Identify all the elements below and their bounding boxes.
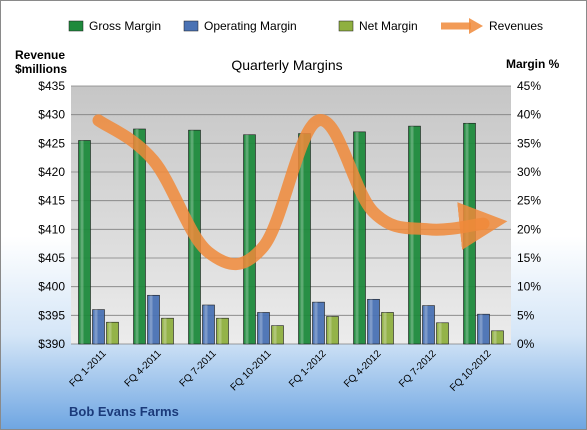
net-margin-bar-highlight — [108, 322, 112, 344]
revenues-legend-arrow — [469, 18, 483, 34]
net-margin-bar-highlight — [493, 330, 497, 344]
operating-margin-bar — [92, 309, 105, 345]
operating-margin-bar — [367, 298, 380, 345]
operating-margin-bar-highlight — [424, 305, 428, 344]
gross-margin-bar — [133, 128, 146, 345]
right-tick-label: 5% — [517, 308, 535, 322]
right-axis-title: Margin % — [506, 57, 560, 71]
net-margin-bar — [491, 330, 504, 345]
category-label: FQ 1-2012 — [287, 348, 329, 390]
revenue-line — [92, 114, 508, 271]
net-margin-bar — [106, 321, 119, 345]
net-margin-bar — [161, 317, 174, 345]
operating-margin-legend-swatch — [183, 20, 199, 32]
right-tick-label: 25% — [517, 194, 541, 208]
net-margin-legend-swatch — [338, 20, 354, 32]
gross-margin-bar-highlight — [245, 134, 249, 344]
net-margin-bar — [271, 325, 284, 345]
right-tick-label: 30% — [517, 165, 541, 179]
operating-margin-bar — [477, 313, 490, 345]
chart-legend: Gross Margin Operating Margin Net Margin Re… — [68, 18, 543, 34]
right-tick-label: 35% — [517, 136, 541, 150]
gross-margin-bar-highlight — [465, 123, 469, 345]
operating-margin-bar-highlight — [259, 312, 263, 344]
gross-margin-bar-highlight — [80, 140, 84, 344]
operating-margin-bar-highlight — [149, 295, 153, 344]
right-tick-label: 20% — [517, 222, 541, 236]
category-label: FQ 1-2011 — [68, 348, 109, 389]
legend-label: Gross Margin — [89, 19, 161, 33]
category-label: FQ 4-2012 — [342, 348, 384, 390]
left-tick-label: $400 — [38, 280, 65, 294]
gross-margin-bar — [463, 122, 476, 345]
gross-margin-bar-highlight — [135, 129, 139, 344]
category-label: FQ 4-2011 — [123, 348, 164, 389]
gross-margin-legend-swatch — [68, 20, 84, 32]
operating-margin-bar — [312, 301, 325, 345]
left-tick-label: $430 — [38, 108, 65, 122]
category-label: FQ 7-2012 — [397, 348, 439, 390]
left-tick-label: $410 — [38, 222, 65, 236]
gross-margin-bar-highlight — [300, 133, 304, 344]
net-margin-bar — [216, 317, 229, 345]
gross-margin-bar — [243, 134, 256, 345]
left-tick-label: $425 — [38, 136, 65, 150]
category-label: FQ 10-2012 — [448, 348, 494, 394]
net-margin-bar-highlight — [163, 318, 167, 344]
right-tick-label: 15% — [517, 251, 541, 265]
category-labels: FQ 1-2011 FQ 4-2011 FQ 7-2011 FQ 10-2011 FQ … — [68, 348, 494, 394]
operating-margin-bar — [147, 294, 160, 345]
left-axis-title-line-1: Revenue — [15, 48, 65, 62]
net-margin-bar — [326, 316, 339, 345]
legend-label: Operating Margin — [204, 19, 297, 33]
right-axis-ticks: 0% 5% 10% 15% 20% 25% 30% 35% 40% 45% — [517, 79, 541, 351]
gross-margin-bar-highlight — [410, 126, 414, 344]
category-label: FQ 10-2011 — [229, 348, 274, 393]
operating-margin-bar-highlight — [314, 302, 318, 344]
gross-margin-bar — [78, 140, 91, 345]
left-tick-label: $435 — [38, 79, 65, 93]
operating-margin-bar — [422, 305, 435, 345]
left-tick-label: $420 — [38, 165, 65, 179]
legend-label: Net Margin — [359, 19, 418, 33]
right-tick-label: 45% — [517, 79, 541, 93]
operating-margin-bar-highlight — [94, 309, 98, 344]
net-margin-bar-highlight — [218, 318, 222, 344]
right-tick-label: 40% — [517, 108, 541, 122]
left-tick-label: $390 — [38, 337, 65, 351]
operating-margin-bar-highlight — [204, 305, 208, 344]
net-margin-bar-highlight — [328, 316, 332, 344]
left-axis-ticks: $390 $395 $400 $405 $410 $415 $420 $425 $430 $435 — [38, 79, 65, 351]
left-tick-label: $395 — [38, 308, 65, 322]
operating-margin-bar — [202, 304, 215, 345]
company-name: Bob Evans Farms — [69, 404, 179, 419]
operating-margin-bar-highlight — [479, 314, 483, 344]
net-margin-bar-highlight — [438, 322, 442, 344]
net-margin-bar-highlight — [273, 325, 277, 344]
net-margin-bar — [436, 322, 449, 345]
left-axis-title-line-2: $millions — [15, 62, 67, 76]
revenues-line — [92, 114, 508, 271]
operating-margin-bar-highlight — [369, 299, 373, 344]
right-tick-label: 10% — [517, 280, 541, 294]
category-label: FQ 7-2011 — [178, 348, 219, 389]
chart-title: Quarterly Margins — [231, 57, 342, 73]
left-tick-label: $405 — [38, 251, 65, 265]
gross-margin-bar-highlight — [355, 131, 359, 344]
net-margin-bar-highlight — [383, 312, 387, 344]
net-margin-bar — [381, 312, 394, 345]
gross-margin-bar — [408, 125, 421, 345]
left-tick-label: $415 — [38, 194, 65, 208]
legend-label: Revenues — [489, 19, 543, 33]
operating-margin-bar — [257, 312, 270, 345]
right-tick-label: 0% — [517, 337, 535, 351]
